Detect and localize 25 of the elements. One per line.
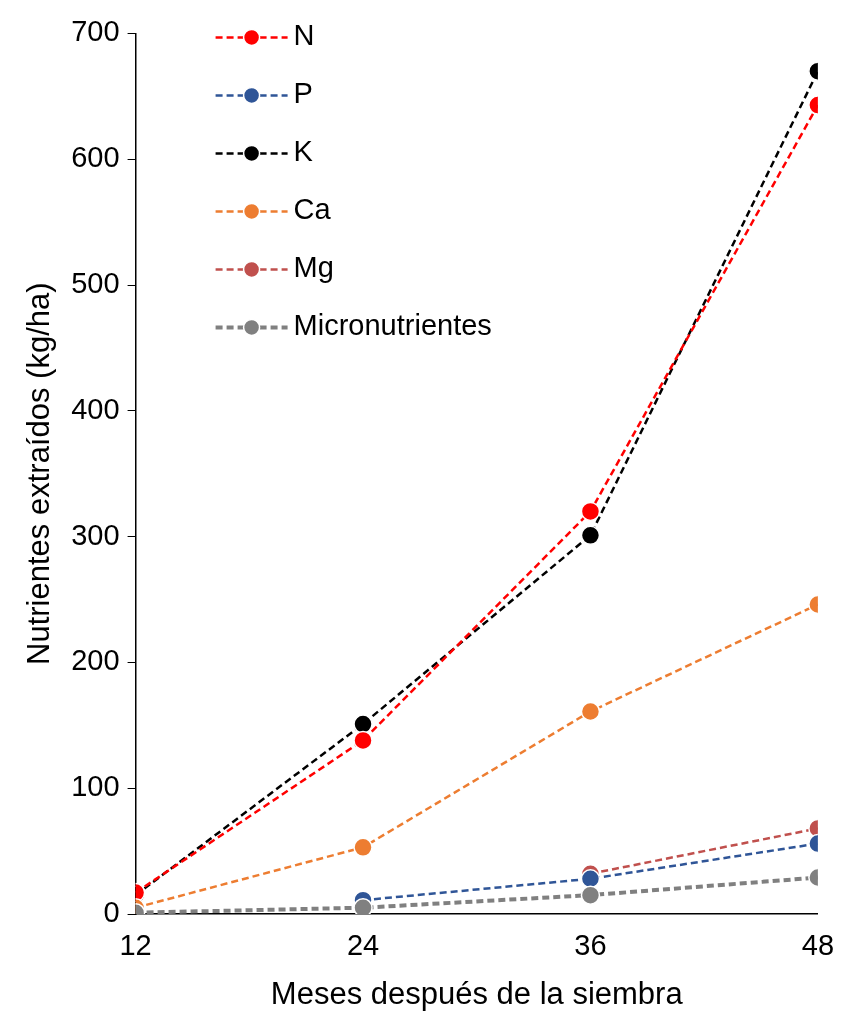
y-tick-label: 500 (71, 267, 120, 299)
y-tick-label: 0 (103, 896, 120, 928)
legend-label: Ca (293, 193, 332, 226)
x-tick-label: 12 (119, 929, 152, 962)
x-tick-label: 36 (574, 929, 607, 962)
y-tick-label: 700 (71, 15, 120, 48)
x-tick-label: 48 (801, 929, 834, 962)
legend-label: K (293, 135, 314, 168)
y-tick-label: 600 (71, 141, 120, 174)
point (580, 525, 601, 546)
y-axis-title: Nutrientes extraídos (kg/ha) (21, 282, 57, 665)
legend-label: P (293, 77, 313, 110)
point (580, 869, 601, 889)
point (580, 701, 601, 722)
legend-label: N (293, 19, 315, 52)
legend-label: Micronutrientes (293, 309, 492, 342)
x-tick-label: 24 (346, 929, 380, 962)
legend-label: Mg (293, 251, 334, 284)
y-tick-label: 200 (71, 644, 120, 677)
y-tick-label: 400 (71, 392, 120, 425)
x-axis-title: Meses después de la siembra (270, 975, 684, 1011)
y-tick-label: 100 (71, 770, 120, 803)
point (353, 714, 373, 734)
point (353, 837, 373, 858)
y-tick-label: 300 (71, 518, 120, 551)
